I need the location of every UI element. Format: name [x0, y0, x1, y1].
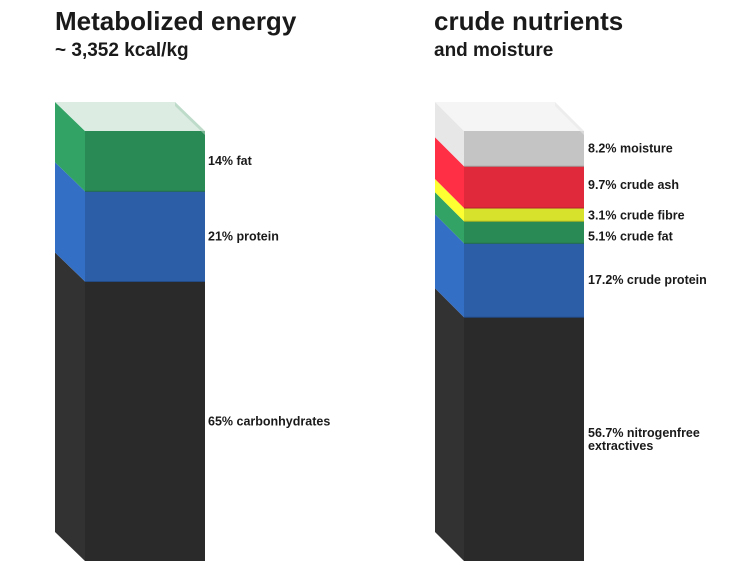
bar-side-17-2-crude-protein: [435, 214, 464, 318]
bar-segment-8-2-moisture: [464, 131, 584, 167]
bar-segment-56-7-nitrogenfree-extractives: [464, 317, 584, 561]
label-8-2-moisture: 8.2% moisture: [588, 142, 673, 156]
chart-1-subtitle: ~ 3,352 kcal/kg: [55, 40, 189, 61]
label-14-fat: 14% fat: [208, 154, 253, 168]
label-17-2-crude-protein: 17.2% crude protein: [588, 273, 707, 287]
bar-side-14-fat: [55, 102, 85, 192]
bar-side-56-7-nitrogenfree-extractives: [435, 288, 464, 561]
bar-segment-14-fat: [85, 131, 205, 192]
label-5-1-crude-fat: 5.1% crude fat: [588, 230, 674, 244]
label-9-7-crude-ash: 9.7% crude ash: [588, 178, 679, 192]
chart-1: 14% fat 21% protein 65% carbonhydrates: [55, 102, 330, 561]
label-21-protein: 21% protein: [208, 229, 279, 243]
bar-segment-5-1-crude-fat: [464, 221, 584, 244]
bar-side-3-1-crude-fibre: [435, 178, 464, 222]
bar-segment-65-carbonhydrates: [85, 281, 205, 561]
bar-top-face: [55, 102, 205, 131]
bar-segment-21-protein: [85, 191, 205, 282]
bar-segment-9-7-crude-ash: [464, 166, 584, 208]
label-65-carbonhydrates: 65% carbonhydrates: [208, 414, 330, 428]
chart-1-title: Metabolized energy: [55, 6, 297, 36]
bar-side-5-1-crude-fat: [435, 192, 464, 244]
bar-side-9-7-crude-ash: [435, 137, 464, 208]
chart-2-subtitle: and moisture: [434, 40, 554, 61]
bar-top-face: [435, 102, 584, 131]
bar-segment-3-1-crude-fibre: [464, 207, 584, 222]
bar-segment-17-2-crude-protein: [464, 243, 584, 318]
bar-top-edge: [175, 102, 205, 135]
label-3-1-crude-fibre: 3.1% crude fibre: [588, 209, 685, 223]
label-56-7-nitrogenfree-extractives: 56.7% nitrogenfree extractives: [588, 426, 700, 453]
bar-top-edge: [555, 102, 584, 135]
chart-2-title: crude nutrients: [434, 6, 624, 36]
chart-2: 8.2% moisture 9.7% crude ash 3.1% crude fi…: [435, 102, 707, 561]
bar-side-8-2-moisture: [435, 102, 464, 167]
bar-side-65-carbonhydrates: [55, 252, 85, 561]
bar-side-21-protein: [55, 162, 85, 282]
